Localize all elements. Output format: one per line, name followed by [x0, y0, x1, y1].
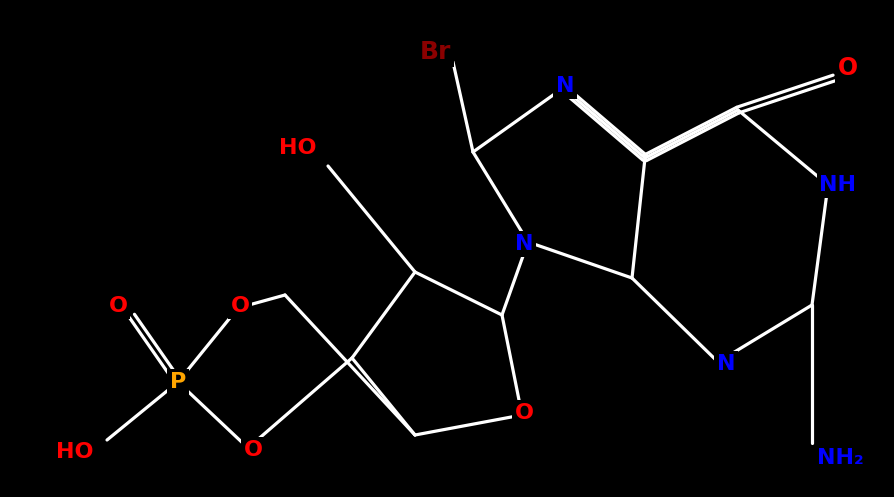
Text: N: N: [514, 234, 533, 254]
Text: O: O: [108, 296, 127, 316]
Text: HO: HO: [279, 138, 316, 158]
Text: NH: NH: [819, 175, 856, 195]
Text: HO: HO: [56, 442, 94, 462]
Text: O: O: [837, 56, 857, 80]
Text: O: O: [243, 440, 262, 460]
Text: N: N: [716, 354, 735, 374]
Text: O: O: [231, 296, 249, 316]
Text: P: P: [170, 372, 186, 392]
Text: NH₂: NH₂: [815, 448, 863, 468]
Text: N: N: [555, 76, 574, 96]
Text: Br: Br: [419, 40, 451, 64]
Text: O: O: [514, 403, 533, 423]
